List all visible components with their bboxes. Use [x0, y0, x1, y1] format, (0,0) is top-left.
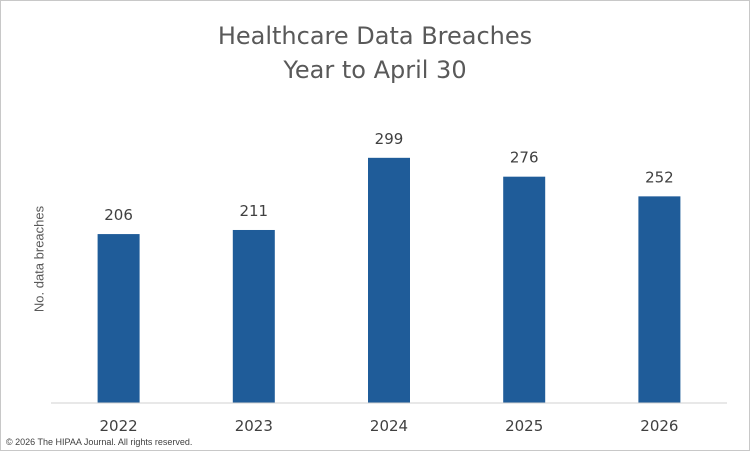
data-label-2022: 206	[104, 206, 133, 224]
x-tick-2022: 2022	[100, 417, 138, 435]
data-label-2023: 211	[239, 202, 268, 220]
bar-2023	[232, 229, 275, 403]
bar-2025	[503, 176, 546, 403]
x-tick-2026: 2026	[640, 417, 678, 435]
chart-title: Healthcare Data Breaches	[217, 22, 533, 50]
bar-2022	[97, 234, 140, 403]
chart-title-block: Healthcare Data Breaches Year to April 3…	[1, 19, 749, 87]
data-label-2025: 276	[510, 149, 539, 167]
bar-2026	[638, 196, 681, 403]
x-tick-2025: 2025	[505, 417, 543, 435]
data-label-2024: 299	[375, 130, 404, 148]
x-tick-2024: 2024	[370, 417, 408, 435]
data-label-2026: 252	[645, 168, 674, 186]
x-tick-2023: 2023	[235, 417, 273, 435]
bar-2024	[368, 157, 410, 403]
chart-subtitle: Year to April 30	[283, 56, 467, 84]
copyright-notice: © 2026 The HIPAA Journal. All rights res…	[6, 437, 193, 447]
